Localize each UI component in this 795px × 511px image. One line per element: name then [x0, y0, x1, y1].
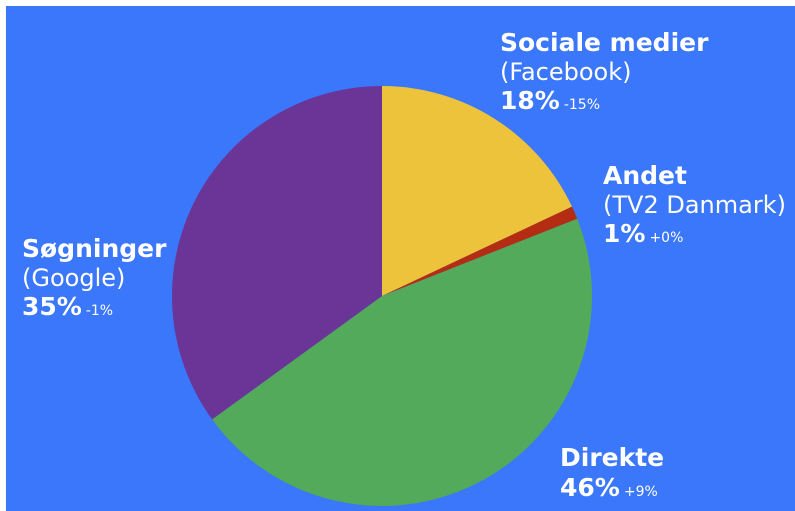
slice-percent: 46% — [560, 472, 620, 502]
slice-percent: 18% — [500, 85, 560, 115]
slice-percent: 35% — [22, 291, 82, 321]
pie-slice-sogning — [172, 86, 382, 420]
slice-label-sogninger: Søgninger (Google) 35% -1% — [22, 234, 166, 321]
pie-slice-sociale — [382, 86, 573, 296]
slice-change: -15% — [563, 96, 601, 113]
slice-name: Søgninger — [22, 234, 167, 263]
pie-chart — [172, 86, 592, 506]
pie-slice-direkte — [212, 218, 592, 506]
slice-subtitle: (Google) — [22, 263, 126, 292]
slice-percent: 1% — [603, 218, 646, 248]
slice-name: Andet — [603, 161, 687, 190]
slice-label-andet: Andet (TV2 Danmark) 1% +0% — [603, 161, 786, 248]
slice-label-direkte: Direkte 46% +9% — [560, 443, 664, 502]
slice-change: +0% — [649, 229, 684, 246]
chart-area: Sociale medier (Facebook) 18% -15% Andet … — [6, 6, 795, 511]
slice-change: -1% — [85, 302, 114, 319]
slice-name: Direkte — [560, 443, 665, 472]
slice-subtitle: (Facebook) — [500, 57, 632, 86]
slice-name: Sociale medier — [500, 28, 709, 57]
slice-change: +9% — [623, 483, 658, 500]
slice-label-sociale-medier: Sociale medier (Facebook) 18% -15% — [500, 28, 708, 115]
slice-subtitle: (TV2 Danmark) — [603, 190, 786, 219]
pie-slice-andet — [382, 206, 578, 296]
